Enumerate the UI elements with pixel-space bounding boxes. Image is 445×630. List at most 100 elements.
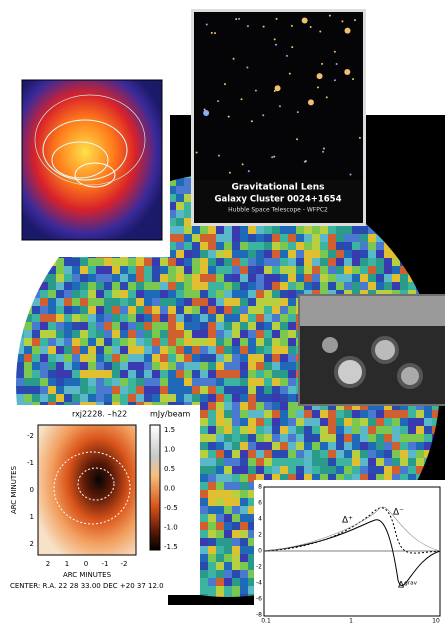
mosaic-pixel (152, 330, 160, 338)
mosaic-pixel (312, 450, 320, 458)
mosaic-pixel (104, 266, 112, 274)
mosaic-pixel (152, 378, 160, 386)
mosaic-pixel (392, 434, 400, 442)
mosaic-pixel (224, 426, 232, 434)
mosaic-pixel (224, 562, 232, 570)
mosaic-pixel (256, 274, 264, 282)
mosaic-pixel (200, 306, 208, 314)
mosaic-pixel (304, 466, 312, 474)
mosaic-pixel (256, 442, 264, 450)
mosaic-pixel (88, 354, 96, 362)
mosaic-pixel (184, 306, 192, 314)
mosaic-pixel (176, 290, 184, 298)
mosaic-pixel (72, 306, 80, 314)
mosaic-pixel (152, 394, 160, 402)
mosaic-pixel (240, 298, 248, 306)
mosaic-pixel (320, 410, 328, 418)
mosaic-pixel (208, 562, 216, 570)
mosaic-pixel (272, 258, 280, 266)
center-coords: CENTER: R.A. 22 28 33.00 DEC +20 37 12.0 (10, 582, 164, 590)
mosaic-pixel (232, 410, 240, 418)
mosaic-pixel (80, 346, 88, 354)
mosaic-pixel (288, 354, 296, 362)
mosaic-pixel (392, 410, 400, 418)
mosaic-pixel (160, 290, 168, 298)
mosaic-pixel (168, 226, 176, 234)
mosaic-pixel (152, 258, 160, 266)
mosaic-pixel (16, 282, 24, 290)
mosaic-pixel (200, 522, 208, 530)
y-tick-label: 6 (258, 500, 262, 507)
mosaic-pixel (32, 306, 40, 314)
mosaic-pixel (120, 338, 128, 346)
mosaic-pixel (136, 362, 144, 370)
mosaic-pixel (224, 546, 232, 554)
mosaic-pixel (240, 546, 248, 554)
mosaic-pixel (72, 594, 80, 597)
mosaic-pixel (216, 498, 224, 506)
mosaic-pixel (200, 490, 208, 498)
mosaic-pixel (232, 482, 240, 490)
mosaic-pixel (88, 274, 96, 282)
mosaic-pixel (144, 394, 152, 402)
mosaic-pixel (232, 362, 240, 370)
mosaic-pixel (184, 178, 192, 186)
y-tick-label: 2 (30, 540, 34, 548)
mosaic-pixel (104, 386, 112, 394)
mosaic-pixel (360, 474, 368, 482)
mosaic-pixel (48, 386, 56, 394)
mosaic-pixel (280, 450, 288, 458)
mosaic-pixel (360, 266, 368, 274)
mosaic-pixel (16, 274, 24, 282)
mosaic-pixel (256, 226, 264, 234)
mosaic-pixel (304, 418, 312, 426)
mosaic-pixel (360, 466, 368, 474)
mosaic-pixel (232, 378, 240, 386)
colorbar-tick-label: 0.5 (164, 465, 175, 473)
galaxy (250, 120, 253, 123)
galaxy (321, 62, 324, 65)
mosaic-pixel (344, 474, 352, 482)
mosaic-pixel (288, 290, 296, 298)
mosaic-pixel (408, 474, 416, 482)
mosaic-pixel (168, 354, 176, 362)
mosaic-pixel (240, 402, 248, 410)
mosaic-pixel (256, 426, 264, 434)
mosaic-pixel (64, 314, 72, 322)
mosaic-pixel (240, 410, 248, 418)
mosaic-pixel (216, 234, 224, 242)
mosaic-pixel (200, 410, 208, 418)
mosaic-pixel (376, 466, 384, 474)
mosaic-pixel (176, 258, 184, 266)
mosaic-pixel (280, 402, 288, 410)
mosaic-pixel (40, 330, 48, 338)
mosaic-pixel (336, 258, 344, 266)
curve-label: Δᵍʳᵃᵛ (398, 581, 418, 591)
mosaic-pixel (328, 466, 336, 474)
mosaic-pixel (344, 266, 352, 274)
mosaic-pixel (160, 282, 168, 290)
mosaic-pixel (192, 234, 200, 242)
mosaic-pixel (328, 474, 336, 482)
mosaic-pixel (168, 234, 176, 242)
mosaic-pixel (16, 338, 24, 346)
mosaic-pixel (336, 450, 344, 458)
mosaic-pixel (392, 450, 400, 458)
mosaic-pixel (312, 466, 320, 474)
mosaic-pixel (96, 354, 104, 362)
mosaic-pixel (224, 234, 232, 242)
mosaic-pixel (432, 410, 440, 418)
mosaic-pixel (64, 266, 72, 274)
mosaic-pixel (48, 346, 56, 354)
mosaic-pixel (216, 362, 224, 370)
mosaic-pixel (64, 394, 72, 402)
mosaic-pixel (256, 402, 264, 410)
mosaic-pixel (176, 330, 184, 338)
mosaic-pixel (128, 258, 136, 266)
mosaic-pixel (240, 386, 248, 394)
mosaic-pixel (328, 410, 336, 418)
mosaic-pixel (344, 410, 352, 418)
galaxy (205, 23, 208, 26)
mosaic-pixel (144, 362, 152, 370)
